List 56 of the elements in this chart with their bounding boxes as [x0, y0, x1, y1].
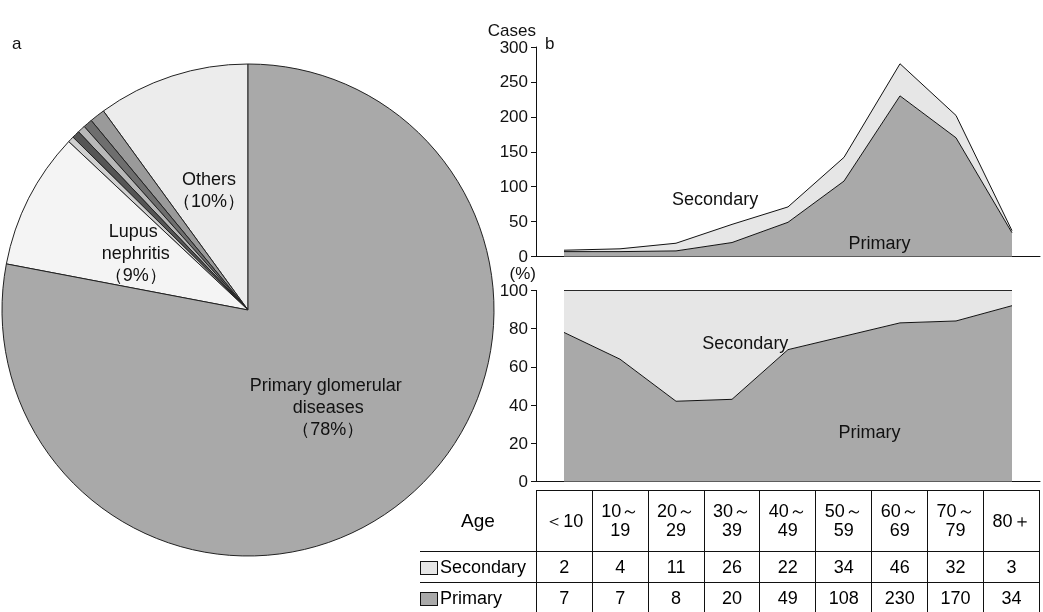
y-tick-label: 0 — [518, 247, 528, 266]
data-label: （10%） — [173, 191, 246, 212]
data-label: 46 — [871, 551, 928, 583]
y-tick-label: 0 — [518, 472, 528, 491]
data-label: 108 — [815, 582, 872, 612]
y-tick-label: 20 — [509, 433, 528, 453]
category-label: 20～29 — [657, 501, 696, 540]
annotation: b — [545, 34, 555, 53]
data-label: 7 — [592, 582, 649, 612]
y-tick-label: 100 — [499, 177, 528, 197]
category-label: 50～59 — [824, 501, 863, 540]
data-label: 230 — [871, 582, 928, 612]
series-label: Secondary — [702, 333, 789, 354]
y-tick-label: 150 — [499, 142, 528, 162]
category-label: 30～39 — [712, 501, 751, 540]
category-label: 60～69 — [880, 501, 919, 540]
data-label: 32 — [927, 551, 984, 583]
y-tick-label: 40 — [509, 395, 528, 415]
text: Primary — [848, 233, 911, 254]
data-label: 2 — [536, 551, 593, 583]
x-axis-title: Age — [420, 490, 537, 552]
data-label: （9%） — [104, 264, 167, 285]
data-label: （78%） — [292, 419, 365, 440]
slice-label: Lupus nephritis — [101, 220, 170, 263]
text: a — [12, 34, 22, 53]
text: Secondary — [672, 188, 759, 209]
data-label: 3 — [983, 551, 1040, 583]
data-label: 34 — [983, 582, 1040, 612]
data-label: 170 — [927, 582, 984, 612]
y-tick-label: 300 — [499, 37, 528, 57]
data-label: 4 — [592, 551, 649, 583]
slice-label: Others — [182, 169, 237, 190]
data-label: 7 — [536, 582, 593, 612]
data-label: 22 — [759, 551, 816, 583]
y-tick-label: 80 — [509, 319, 528, 339]
legend-label: Primary — [420, 582, 537, 612]
category-label: 80＋ — [992, 510, 1031, 531]
y-tick-label: 50 — [509, 212, 528, 232]
series-label: Primary — [838, 422, 901, 443]
y-axis-title: Cases — [487, 20, 536, 40]
data-label: 20 — [704, 582, 760, 612]
y-tick-label: 60 — [509, 357, 528, 377]
data-label: 8 — [648, 582, 705, 612]
data-label: 34 — [815, 551, 872, 583]
category-label: ＜10 — [545, 510, 584, 531]
category-label: 40～49 — [768, 501, 807, 540]
data-label: 49 — [759, 582, 816, 612]
y-tick-label: 250 — [499, 72, 528, 92]
category-label: 70～79 — [936, 501, 975, 540]
legend-label: Secondary — [420, 551, 537, 583]
slice-label: Primary glomerular diseases — [249, 375, 407, 418]
y-axis-title: (%) — [509, 264, 536, 283]
data-label: 26 — [704, 551, 760, 583]
y-tick-label: 200 — [499, 107, 528, 127]
category-label: 10～19 — [601, 501, 640, 540]
data-label: 11 — [648, 551, 705, 583]
